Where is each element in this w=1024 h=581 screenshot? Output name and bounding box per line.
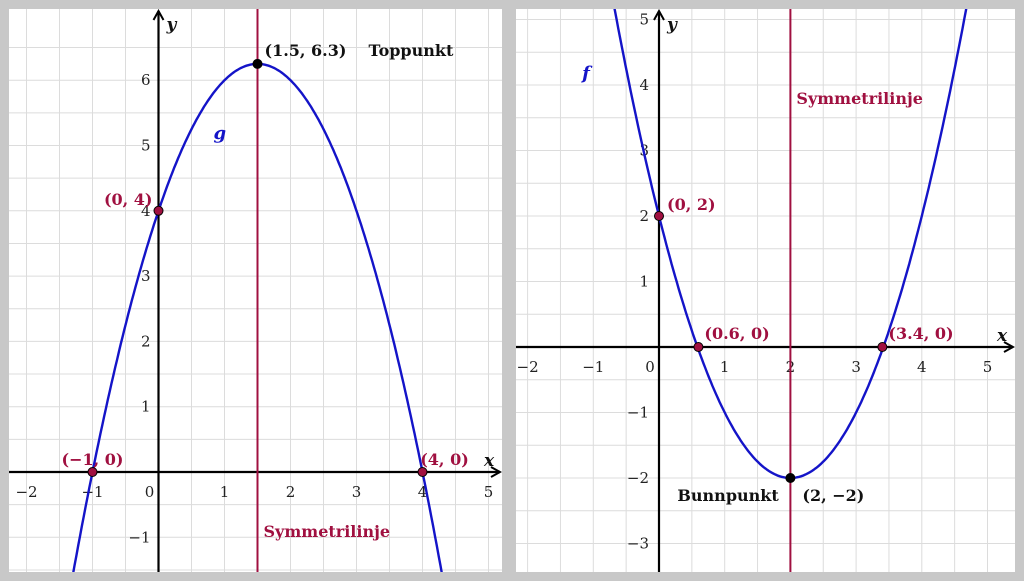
y-tick-label: −2: [627, 469, 649, 487]
y-tick-label: 2: [141, 332, 151, 350]
x-tick-label: 5: [484, 483, 494, 501]
y-tick-label: 4: [639, 76, 649, 94]
point-marker: [693, 342, 704, 352]
x-tick-label: 4: [917, 358, 927, 376]
point-label: (2, −2): [802, 486, 864, 505]
y-tick-label: 3: [141, 267, 151, 285]
y-axis-arrow: [653, 9, 665, 21]
point-marker: [252, 58, 263, 69]
x-tick-label: −2: [517, 358, 539, 376]
left-graph-panel: −2 −1 0 1 2 3 4 5 −1 1 2 3 4 5 6 x y Symmetrilinje g (1.5, …: [9, 9, 502, 572]
curve-name-label: f: [580, 63, 593, 84]
point-note: Toppunkt: [369, 41, 454, 60]
y-tick-label: 6: [141, 71, 151, 89]
point-marker: [877, 342, 888, 352]
point-marker: [654, 211, 664, 221]
y-tick-label: 1: [141, 398, 151, 416]
y-tick-label: 4: [141, 202, 151, 220]
y-axis-arrow: [152, 9, 165, 21]
x-tick-label: 0: [145, 483, 155, 501]
point-marker: [417, 467, 428, 477]
symmetry-line-label: Symmetrilinje: [264, 522, 391, 541]
x-axis-label: x: [483, 451, 495, 471]
x-tick-label: 3: [352, 483, 362, 501]
x-tick-label: −1: [81, 483, 103, 501]
point-label: (4, 0): [420, 450, 469, 469]
point-marker: [87, 467, 98, 477]
left-graph-svg: −2 −1 0 1 2 3 4 5 −1 1 2 3 4 5 6 x y Symmetrilinje g (1.5, …: [9, 9, 502, 572]
y-tick-label: 5: [639, 11, 649, 29]
x-tick-label: −1: [582, 358, 604, 376]
point-label: (0.6, 0): [704, 324, 769, 343]
x-tick-label: 3: [851, 358, 861, 376]
point-marker: [785, 473, 796, 483]
point-label: (1.5, 6.3): [265, 41, 347, 60]
y-tick-label: 1: [639, 273, 649, 291]
y-axis-label: y: [166, 15, 178, 35]
x-tick-label: 2: [286, 483, 296, 501]
point-label: (0, 2): [667, 195, 716, 214]
right-graph-panel: −2−1012345−3−2−112345xySymmetrilinjef(2,…: [516, 9, 1015, 572]
x-axis-label: x: [996, 326, 1008, 346]
x-tick-label: 1: [720, 358, 730, 376]
x-tick-label: 0: [645, 358, 655, 376]
point-label: (−1, 0): [62, 450, 124, 469]
point-marker: [153, 205, 164, 216]
x-tick-label: 4: [418, 483, 428, 501]
curve-name-label: g: [214, 123, 227, 144]
x-axis-arrow: [490, 466, 502, 478]
y-axis-label: y: [666, 15, 678, 35]
right-graph-svg: −2−1012345−3−2−112345xySymmetrilinjef(2,…: [516, 9, 1015, 572]
point-label: (3.4, 0): [888, 324, 953, 343]
point-label: (0, 4): [104, 190, 153, 209]
y-tick-label: 5: [141, 137, 151, 155]
y-tick-label: −1: [128, 528, 150, 546]
x-tick-label: 1: [220, 483, 230, 501]
y-tick-label: −1: [627, 404, 649, 422]
y-tick-label: −3: [627, 535, 649, 553]
symmetry-line-label: Symmetrilinje: [796, 89, 923, 108]
y-tick-label: 2: [639, 207, 649, 225]
x-axis-arrow: [1003, 341, 1015, 353]
x-tick-label: 5: [983, 358, 993, 376]
x-tick-label: −2: [15, 483, 37, 501]
point-note: Bunnpunkt: [677, 486, 779, 505]
